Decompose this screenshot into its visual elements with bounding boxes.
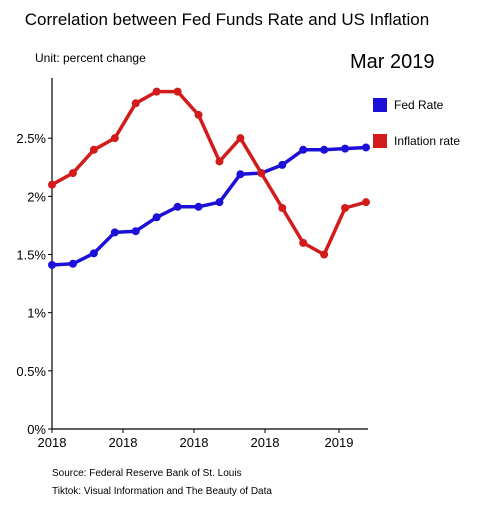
data-point: [152, 213, 161, 222]
series-line: [50, 89, 368, 257]
legend-label: Fed Rate: [394, 98, 444, 112]
data-point: [110, 134, 119, 143]
legend: Fed Rate Inflation rate: [373, 98, 460, 148]
legend-label: Inflation rate: [394, 134, 460, 148]
chart-title: Correlation between Fed Funds Rate and U…: [25, 10, 429, 29]
series-1: [48, 87, 370, 259]
data-point: [320, 250, 329, 259]
data-point: [341, 144, 350, 153]
data-point: [173, 87, 182, 96]
date-label: Mar 2019: [350, 51, 435, 73]
data-point: [257, 169, 266, 178]
data-point: [89, 249, 98, 258]
series-line: [50, 145, 368, 267]
y-tick-label: 1%: [27, 306, 46, 321]
data-point: [131, 227, 140, 236]
x-tick-label: 2018: [251, 435, 280, 450]
unit-label: Unit: percent change: [35, 51, 146, 65]
y-tick-label: 2%: [27, 189, 46, 204]
data-point: [215, 198, 224, 207]
legend-swatch: [373, 134, 387, 148]
x-tick-label: 2018: [38, 435, 67, 450]
series-layer: [48, 87, 370, 269]
data-point: [362, 143, 370, 152]
legend-swatch: [373, 98, 387, 112]
y-tick-label: 2.5%: [16, 131, 46, 146]
data-point: [89, 145, 98, 154]
data-point: [362, 198, 370, 207]
x-tick-label: 2018: [109, 435, 138, 450]
data-point: [131, 99, 140, 108]
footnote-source: Source: Federal Reserve Bank of St. Loui…: [52, 468, 242, 479]
y-tick-label: 0.5%: [16, 364, 46, 379]
data-point: [194, 110, 203, 119]
data-point: [48, 180, 56, 189]
data-point: [278, 203, 287, 212]
data-point: [320, 145, 329, 154]
data-point: [194, 202, 203, 211]
data-point: [278, 160, 287, 169]
data-point: [173, 202, 182, 211]
data-point: [110, 228, 119, 237]
data-point: [68, 259, 77, 268]
data-point: [215, 157, 224, 166]
data-point: [236, 170, 245, 179]
y-tick-label: 1.5%: [16, 248, 46, 263]
footnote-credit: Tiktok: Visual Information and The Beaut…: [52, 486, 272, 497]
data-point: [68, 169, 77, 178]
series-0: [48, 143, 370, 269]
tick-labels: 0% 0.5% 1% 1.5% 2% 2.5% 2018 2018 2018 2018 2019: [16, 131, 353, 450]
x-tick-label: 2019: [325, 435, 354, 450]
data-point: [299, 238, 308, 247]
data-point: [236, 134, 245, 143]
data-point: [299, 145, 308, 154]
x-tick-label: 2018: [180, 435, 209, 450]
data-point: [341, 203, 350, 212]
data-point: [152, 87, 161, 96]
y-tick-label: 0%: [27, 422, 46, 437]
data-point: [48, 260, 56, 269]
